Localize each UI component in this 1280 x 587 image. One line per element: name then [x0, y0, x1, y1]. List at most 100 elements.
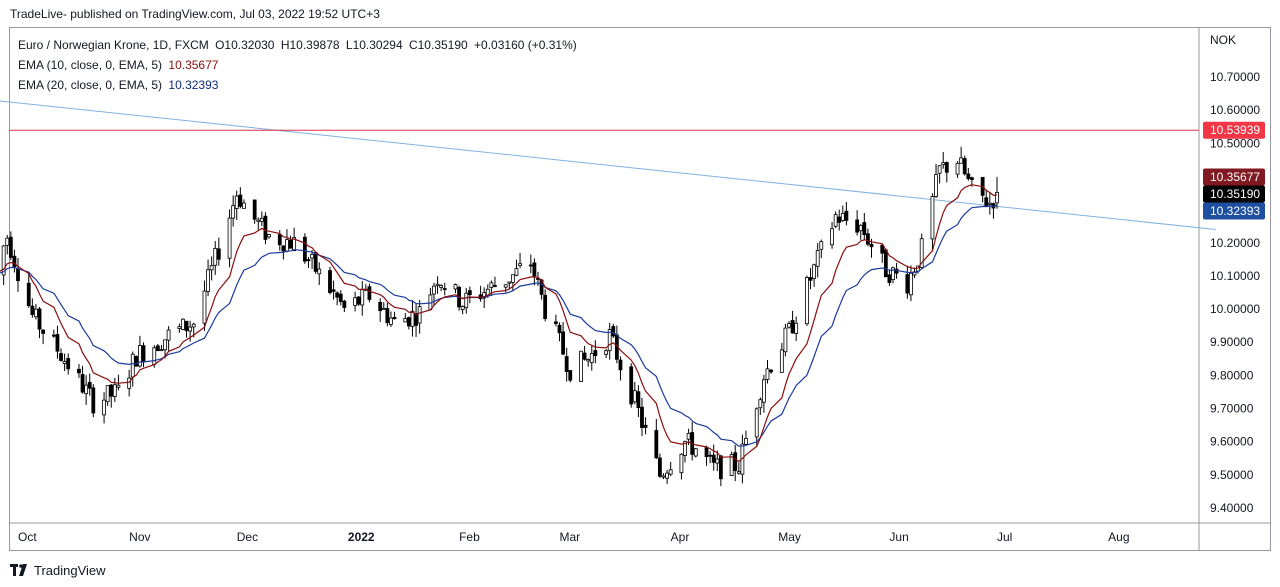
candle — [77, 364, 81, 378]
candle-body — [134, 356, 139, 367]
candle — [837, 209, 842, 231]
candle-body — [880, 244, 885, 254]
candle-body — [783, 327, 788, 353]
candle — [561, 322, 565, 356]
candle — [216, 237, 221, 266]
candle — [668, 461, 673, 477]
candle — [112, 377, 117, 402]
candle — [1, 245, 6, 286]
candle — [231, 195, 236, 227]
candle-body — [503, 284, 508, 288]
candle-body — [833, 214, 838, 227]
candle-body — [769, 369, 773, 373]
candle-body — [414, 313, 418, 326]
candle — [134, 355, 139, 367]
x-tick-label: Feb — [459, 530, 480, 544]
candle — [729, 451, 734, 477]
x-tick-label: Dec — [237, 530, 258, 544]
candle-body — [840, 213, 845, 221]
candle — [987, 192, 992, 215]
candle — [439, 284, 444, 292]
candle-body — [883, 249, 888, 278]
candle-body — [844, 210, 849, 221]
candle — [959, 146, 964, 164]
x-tick-label: Oct — [18, 530, 37, 544]
candle — [26, 272, 31, 308]
candle — [586, 358, 591, 367]
candle-body — [787, 323, 791, 328]
candle-body — [188, 326, 193, 332]
candle — [435, 276, 440, 294]
y-tick-label: 10.60000 — [1210, 103, 1260, 117]
candle — [679, 453, 684, 480]
candle-body — [586, 359, 591, 362]
candle — [654, 418, 659, 460]
candle — [91, 384, 96, 418]
candle-body — [381, 307, 386, 310]
candle-body — [277, 234, 282, 246]
candle-body — [389, 317, 393, 325]
candle — [302, 233, 307, 264]
candle-body — [213, 248, 218, 266]
candle-body — [127, 377, 132, 389]
candle-body — [668, 469, 673, 475]
candle — [464, 287, 469, 314]
candle-body — [30, 305, 35, 315]
candle-body — [5, 237, 10, 246]
candle-body — [37, 308, 42, 330]
candle — [611, 323, 616, 338]
candle — [858, 224, 863, 240]
candle — [568, 370, 573, 383]
candle-body — [202, 290, 207, 324]
candle-body — [564, 356, 569, 372]
tradingview-branding[interactable]: TradingView — [10, 561, 106, 579]
y-tick-label: 10.00000 — [1210, 302, 1260, 316]
candle-body — [514, 268, 519, 276]
candle-body — [288, 239, 293, 249]
y-tick-label: 10.50000 — [1210, 136, 1260, 150]
ema20-line — [0, 204, 998, 447]
candle-body — [686, 432, 691, 440]
candle — [385, 302, 390, 327]
candle-body — [310, 254, 314, 259]
legend-ema20-row[interactable]: EMA (20, close, 0, EMA, 5) 10.32393 — [18, 75, 577, 95]
symbol-name[interactable]: Euro / Norwegian Krone, 1D, FXCM — [18, 38, 209, 52]
candle-body — [679, 453, 684, 474]
ohlc-high: H10.39878 — [280, 38, 340, 52]
candle — [830, 221, 834, 249]
candle — [528, 254, 533, 274]
candle — [406, 316, 411, 330]
legend-ema10-row[interactable]: EMA (10, close, 0, EMA, 5) 10.35677 — [18, 55, 577, 75]
y-tick-label: 10.70000 — [1210, 70, 1260, 84]
price-tag-resistance: 10.53939 — [1203, 121, 1265, 139]
candle-body — [331, 289, 336, 292]
candle — [887, 269, 892, 286]
candle — [389, 311, 393, 327]
ohlc-open: O10.32030 — [215, 38, 275, 52]
candle-body — [866, 233, 870, 245]
candle-body — [532, 262, 537, 277]
x-tick-label: Nov — [129, 530, 150, 544]
candle — [636, 385, 641, 418]
candle-body — [91, 387, 96, 414]
candle-body — [579, 350, 583, 382]
candle-body — [285, 239, 289, 252]
candle — [428, 287, 433, 311]
price-tag-bg — [1203, 168, 1265, 186]
candle — [779, 343, 784, 373]
candle-body — [292, 237, 297, 252]
candle-body — [966, 173, 971, 180]
candle — [579, 350, 583, 382]
candle-body — [464, 292, 469, 309]
candle-body — [66, 358, 71, 370]
candle — [155, 343, 160, 352]
candle-body — [683, 441, 687, 456]
candle — [812, 263, 817, 287]
candle-body — [995, 192, 999, 204]
candle-body — [155, 345, 160, 352]
candle-body — [969, 177, 974, 180]
x-tick-label: Aug — [1108, 530, 1129, 544]
candle — [177, 323, 182, 333]
candle-body — [909, 272, 913, 296]
